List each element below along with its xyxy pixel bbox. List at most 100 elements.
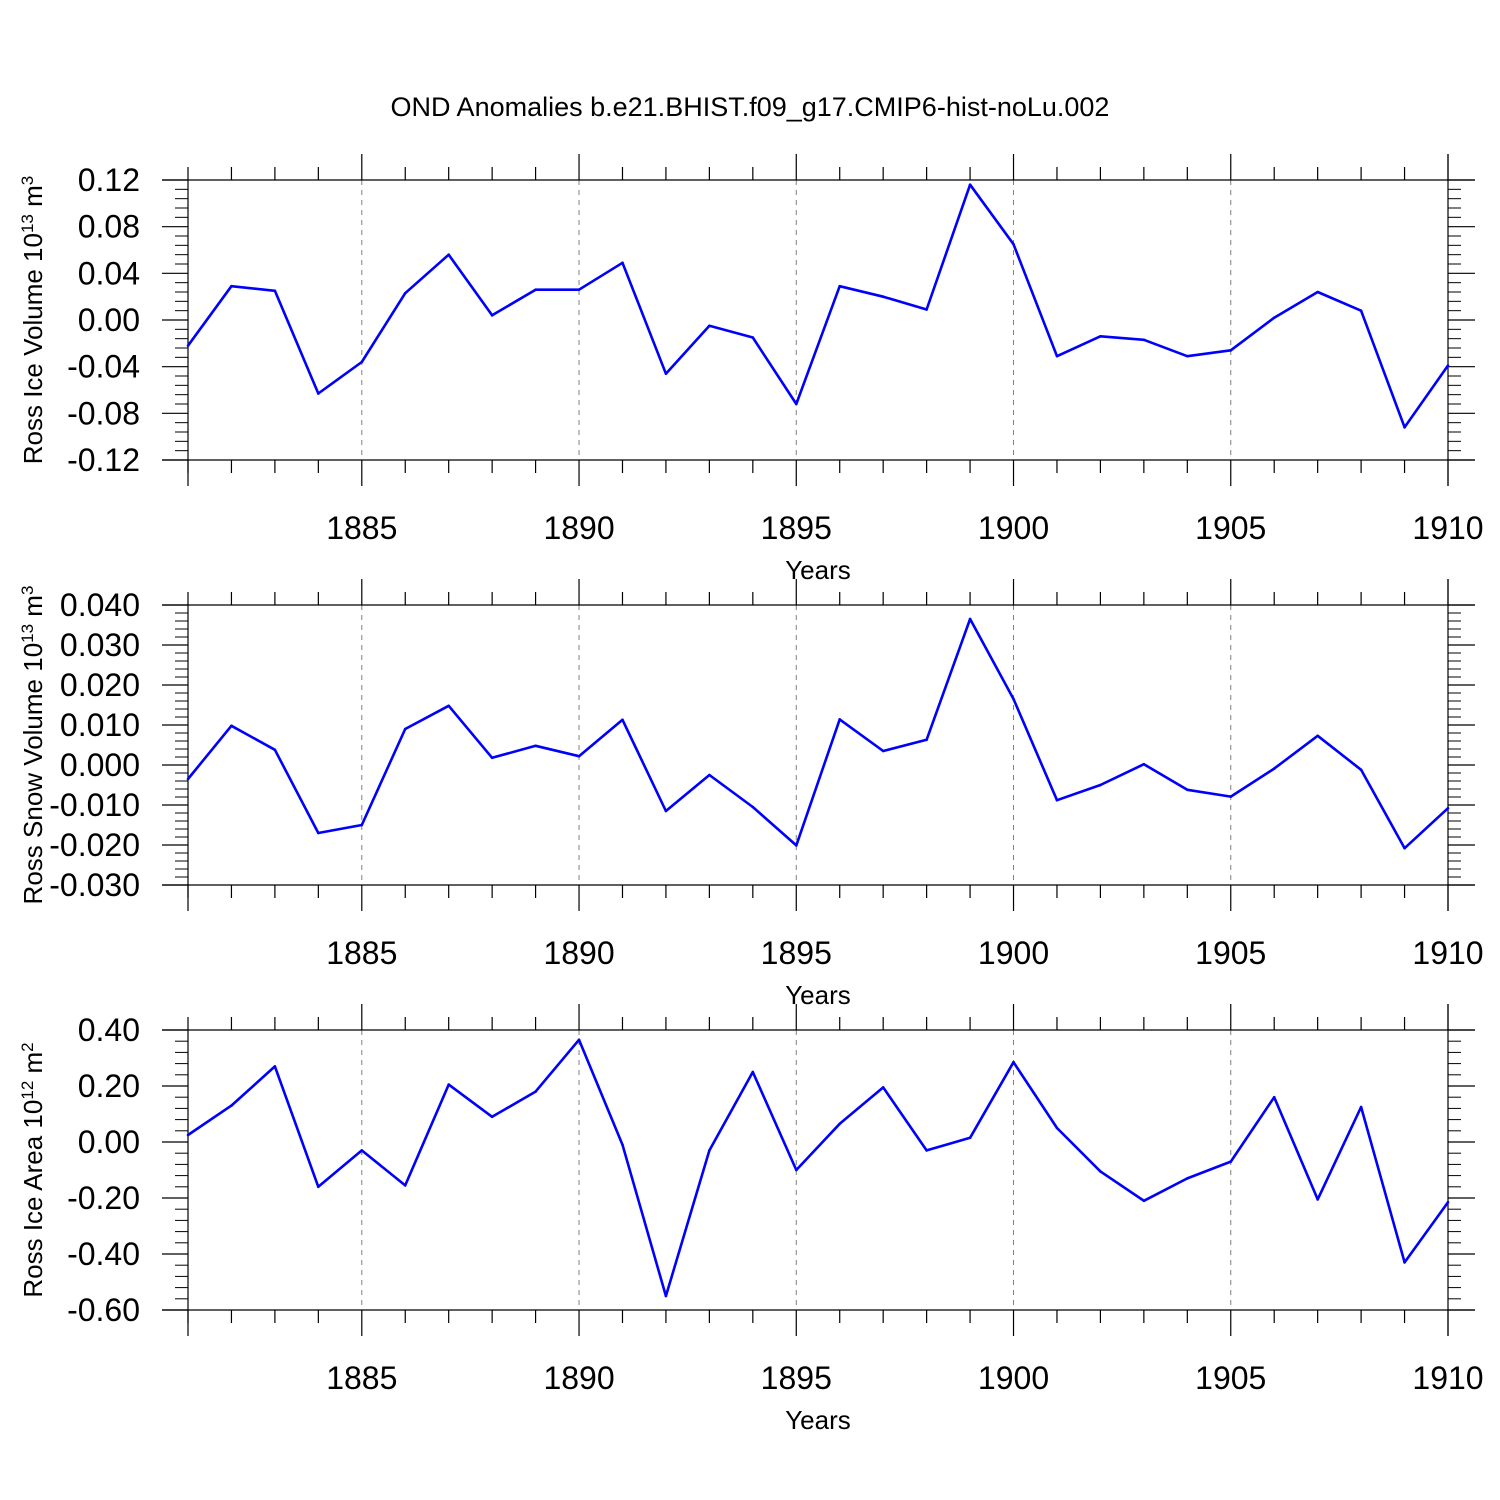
data-point [1359, 309, 1363, 312]
y-axis-label: Ross Ice Area 1012 m2 [18, 1042, 49, 1297]
data-point [534, 1090, 537, 1093]
data-point [794, 1168, 798, 1172]
data-point [1099, 783, 1102, 787]
y-axis-label: Ross Ice Volume 1013 m3 [18, 176, 49, 465]
data-point [230, 284, 233, 288]
x-tick-label: 1885 [326, 935, 397, 971]
data-point [1272, 1095, 1276, 1099]
data-point [751, 1070, 755, 1074]
x-tick-label: 1910 [1412, 510, 1483, 546]
data-point [1359, 1105, 1363, 1109]
data-point [186, 344, 190, 347]
data-point [1055, 354, 1059, 358]
data-point [1099, 335, 1102, 338]
data-point [534, 744, 537, 748]
data-point [273, 289, 277, 293]
data-point [360, 1149, 364, 1152]
y-axis-label-superscript: 2 [18, 1042, 37, 1051]
data-point [1272, 316, 1276, 319]
data-point [1229, 349, 1233, 352]
y-axis-label-text: m [18, 185, 48, 214]
data-point [577, 1038, 581, 1042]
y-tick-label: -0.010 [49, 787, 140, 823]
data-point [360, 360, 364, 364]
x-tick-label: 1885 [326, 1360, 397, 1396]
data-point [1142, 338, 1146, 342]
y-tick-label: 0.00 [78, 1124, 140, 1160]
data-point [403, 1184, 407, 1187]
x-axis-label: Years [785, 980, 851, 1010]
data-point [968, 617, 972, 621]
data-point [968, 183, 972, 186]
series-line [186, 183, 1450, 429]
y-tick-label: -0.20 [67, 1180, 140, 1216]
x-tick-label: 1890 [543, 935, 614, 971]
data-point [490, 1115, 494, 1119]
data-point [273, 1065, 277, 1068]
data-point [577, 288, 581, 291]
y-tick-label: 0.030 [60, 627, 140, 663]
data-point [1012, 242, 1015, 246]
chart-title: OND Anomalies b.e21.BHIST.f09_g17.CMIP6-… [391, 92, 1110, 122]
data-point [881, 295, 885, 298]
x-tick-label: 1910 [1412, 935, 1483, 971]
data-point [490, 756, 494, 760]
data-point [1099, 1170, 1102, 1173]
data-point [838, 718, 842, 721]
x-tick-label: 1905 [1195, 510, 1266, 546]
y-axis-label-superscript: 3 [18, 176, 37, 185]
x-tick-label: 1895 [761, 935, 832, 971]
data-point [317, 392, 320, 395]
data-point [968, 1136, 972, 1140]
data-point [838, 284, 842, 288]
y-tick-label: 0.04 [78, 255, 140, 291]
data-point [317, 831, 320, 835]
y-axis-label-text: m [18, 1052, 48, 1081]
y-tick-label: 0.12 [78, 162, 140, 198]
data-point [1403, 426, 1406, 429]
data-point [1229, 795, 1233, 798]
y-tick-label: 0.08 [78, 209, 140, 245]
x-tick-label: 1895 [761, 510, 832, 546]
data-point [838, 1122, 842, 1126]
data-point [447, 253, 450, 256]
x-tick-label: 1885 [326, 510, 397, 546]
data-point [1272, 767, 1276, 770]
x-tick-label: 1890 [543, 1360, 614, 1396]
y-axis-label-text: Ross Ice Area 10 [18, 1100, 48, 1298]
y-tick-label: 0.40 [78, 1012, 140, 1048]
panel-3: -0.60 -0.40 -0.20 0.00 0.20 0.40 1885 1890 1895 1… [18, 1004, 1484, 1435]
data-point [925, 1149, 928, 1152]
data-point [1055, 1126, 1059, 1130]
data-point [403, 291, 407, 295]
data-point [794, 402, 798, 406]
data-point [1186, 788, 1189, 792]
data-point [1186, 354, 1189, 358]
data-point [577, 754, 581, 758]
series-line [186, 617, 1449, 850]
data-point [925, 738, 928, 742]
data-point [621, 261, 624, 265]
x-tick-label: 1905 [1195, 935, 1266, 971]
y-tick-label: 0.040 [60, 587, 140, 623]
data-point [447, 1083, 450, 1086]
data-point [1446, 364, 1450, 367]
x-tick-label: 1895 [761, 1360, 832, 1396]
y-tick-label: 0.010 [60, 707, 140, 743]
y-tick-label: 0.20 [78, 1068, 140, 1104]
y-tick-label: -0.40 [67, 1236, 140, 1272]
y-tick-label: 0.020 [60, 667, 140, 703]
data-point [664, 372, 668, 375]
data-point [317, 1185, 320, 1189]
data-point [751, 805, 755, 809]
data-point [664, 1294, 668, 1298]
data-point [1359, 768, 1363, 772]
y-tick-label: 0.00 [78, 302, 140, 338]
x-axis-label: Years [785, 555, 851, 585]
y-axis-label-superscript: 13 [18, 214, 37, 233]
y-tick-label: -0.030 [49, 867, 140, 903]
data-point [1186, 1177, 1189, 1180]
data-point [1316, 290, 1319, 294]
data-point [1316, 734, 1319, 738]
data-point [1012, 697, 1015, 701]
